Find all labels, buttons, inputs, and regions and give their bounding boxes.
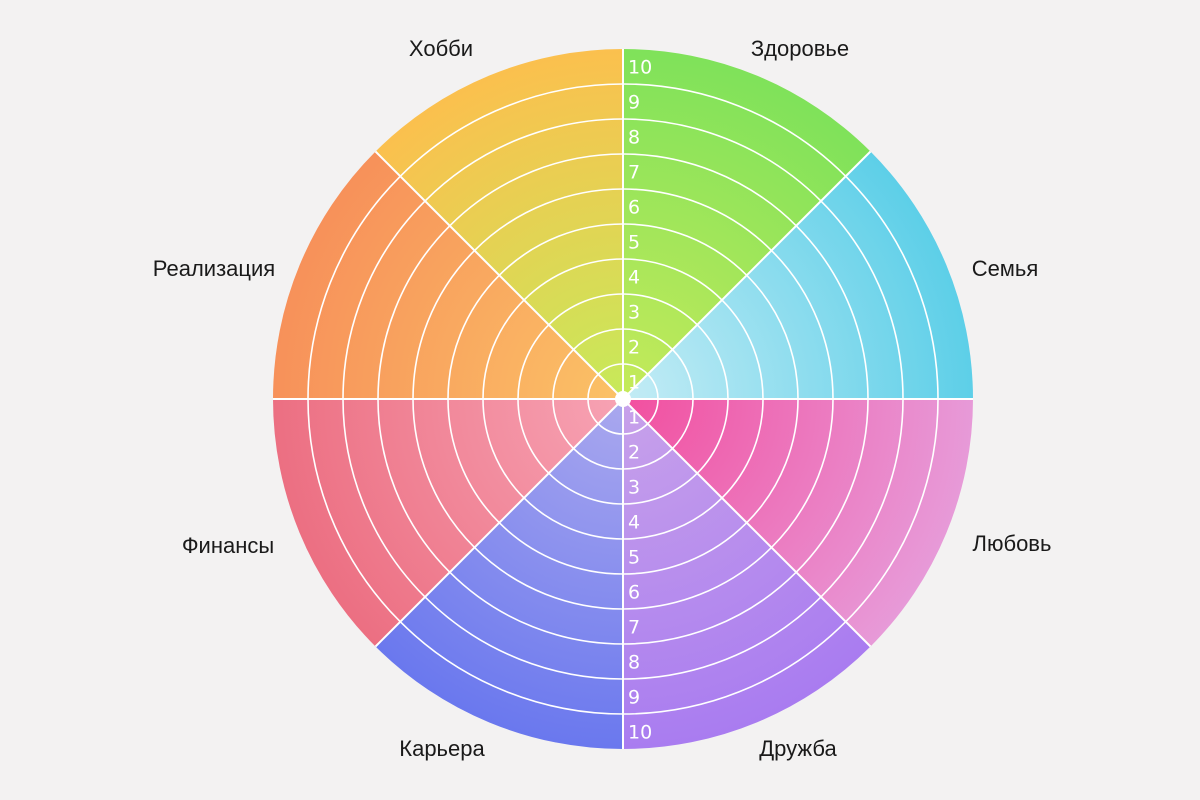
spoke-6 [374,398,624,648]
spoke-2 [622,150,872,400]
sector-label: Карьера [399,736,485,761]
sector-label: Финансы [182,533,274,558]
scale-number-up: 10 [628,57,652,79]
sector-label: Реализация [153,256,275,281]
sector-3 [623,399,973,647]
spoke-4 [622,398,872,648]
sector-label: Дружба [759,736,837,761]
sector-1 [623,49,871,399]
scale-number-down: 2 [628,442,640,464]
scale-number-up: 4 [628,267,640,289]
scale-number-down: 6 [628,582,640,604]
scale-number-up: 8 [628,127,640,149]
scale-number-up: 1 [628,372,640,394]
sector-4 [623,399,871,749]
sector-5 [375,399,623,749]
sector-label: Любовь [973,531,1052,556]
scale-number-down: 9 [628,687,640,709]
sector-8 [375,49,623,399]
scale-number-up: 5 [628,232,640,254]
scale-number-up: 9 [628,92,640,114]
spokes-layer [273,49,973,749]
scale-number-up: 6 [628,197,640,219]
scale-number-up: 3 [628,302,640,324]
sector-label: Хобби [409,36,473,61]
scale-number-down: 10 [628,722,652,744]
sector-2 [623,151,973,399]
scale-number-down: 7 [628,617,640,639]
sector-6 [273,399,623,647]
scale-layer: 1 1 2 2 3 3 4 4 5 5 6 6 7 7 8 8 9 9 10 10 [628,57,652,744]
scale-number-down: 5 [628,547,640,569]
sector-label: Семья [972,256,1039,281]
sector-label: Здоровье [751,36,849,61]
sectors-layer [273,49,973,749]
scale-number-down: 3 [628,477,640,499]
sector-7 [273,151,623,399]
scale-number-up: 7 [628,162,640,184]
scale-number-down: 1 [628,407,640,429]
scale-number-down: 8 [628,652,640,674]
scale-number-up: 2 [628,337,640,359]
scale-number-down: 4 [628,512,640,534]
labels-layer: Здоровье Семья Любовь Дружба Карьера Финансы Р… [153,36,1052,761]
spoke-8 [374,150,624,400]
center-hub [615,391,631,407]
